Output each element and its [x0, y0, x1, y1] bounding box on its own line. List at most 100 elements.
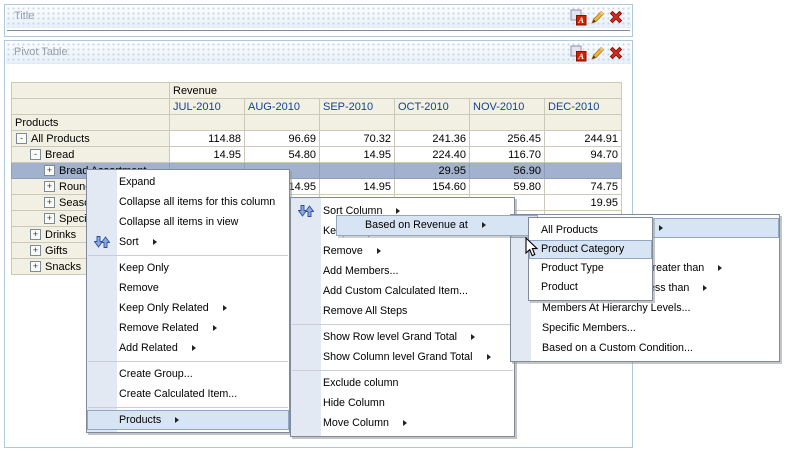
title-panel-separator	[7, 30, 630, 31]
menu-item-show-row-level-grand-total[interactable]: Show Row level Grand Total	[291, 327, 514, 347]
column-context-menu: Sort ColumnKeep OnlyRemoveAdd Members...…	[290, 197, 515, 437]
menu-item-add-related[interactable]: Add Related	[87, 338, 289, 358]
data-cell[interactable]: 29.95	[394, 162, 470, 179]
data-cell[interactable]: 116.70	[469, 146, 545, 163]
menu-item-create-group[interactable]: Create Group...	[119, 368, 193, 381]
menu-item-sort-column[interactable]: Sort Column	[291, 201, 514, 221]
submenu-arrow-icon	[376, 248, 381, 254]
row-label: Snacks	[45, 260, 82, 273]
data-cell[interactable]: 114.88	[169, 130, 245, 147]
expand-box-icon[interactable]: +	[44, 165, 55, 177]
menu-item-add-members[interactable]: Add Members...	[323, 265, 399, 278]
data-cell[interactable]: 224.40	[394, 146, 470, 163]
data-cell[interactable]: 256.45	[469, 130, 545, 147]
delete-x-icon[interactable]	[608, 9, 625, 26]
expand-box-icon[interactable]: +	[30, 245, 41, 257]
submenu-arrow-icon	[658, 225, 663, 231]
collapse-box-icon[interactable]: -	[30, 149, 41, 161]
data-cell[interactable]: 74.75	[543, 178, 623, 195]
svg-text:A: A	[577, 51, 584, 61]
row-dimension-header: Products	[11, 114, 170, 131]
svg-text:A: A	[577, 15, 584, 25]
data-cell[interactable]: 56.90	[469, 162, 545, 179]
data-cell[interactable]: 241.36	[394, 130, 470, 147]
edit-pencil-icon[interactable]	[589, 9, 606, 26]
menu-separator	[87, 252, 289, 258]
data-cell[interactable]: 14.95	[319, 146, 395, 163]
data-cell[interactable]: 244.91	[543, 130, 623, 147]
column-header-dec-2010[interactable]: DEC-2010	[543, 98, 623, 115]
menu-item-remove-related[interactable]: Remove Related	[87, 318, 289, 338]
submenu-arrow-icon	[481, 222, 486, 228]
data-cell[interactable]: 59.80	[469, 178, 545, 195]
data-cell[interactable]: 154.60	[394, 178, 470, 195]
data-cell[interactable]: 14.95	[169, 146, 245, 163]
menu-item-collapse-all-items-in-view[interactable]: Collapse all items in view	[119, 216, 239, 229]
menu-item-product-type[interactable]: Product Type	[541, 262, 604, 274]
menu-item-based-on-revenue-at[interactable]: Based on Revenue at	[336, 215, 538, 236]
sort-icon	[94, 236, 110, 248]
expand-box-icon[interactable]: +	[44, 181, 55, 193]
data-cell[interactable]	[543, 162, 623, 179]
menu-item-move-column[interactable]: Move Column	[291, 413, 514, 433]
menu-item-expand[interactable]: Expand	[119, 176, 156, 189]
row-context-menu: Expand Collapse all items for this column…	[86, 169, 290, 433]
menu-item-members-at-hierarchy-levels[interactable]: Members At Hierarchy Levels...	[542, 302, 691, 315]
row-label: All Products	[31, 132, 90, 145]
pivot-panel-toolbar: A	[570, 45, 625, 62]
menu-item-create-calculated-item[interactable]: Create Calculated Item...	[119, 388, 238, 401]
data-cell[interactable]: 54.80	[244, 146, 320, 163]
expand-box-icon[interactable]: +	[44, 197, 55, 209]
menu-item-collapse-all-items-for-this-column[interactable]: Collapse all items for this column	[119, 196, 276, 209]
collapse-box-icon[interactable]: -	[16, 133, 27, 145]
menu-item-show-column-level-grand-total[interactable]: Show Column level Grand Total	[291, 347, 514, 367]
menu-item-product-category[interactable]: Product Category	[529, 240, 652, 259]
menu-item-product[interactable]: Product	[541, 281, 578, 293]
data-cell[interactable]: 94.70	[543, 146, 623, 163]
title-panel-toolbar: A	[570, 9, 625, 26]
edit-pencil-icon[interactable]	[589, 45, 606, 62]
column-header-sep-2010[interactable]: SEP-2010	[319, 98, 395, 115]
column-header-jul-2010[interactable]: JUL-2010	[169, 98, 245, 115]
menu-item-remove[interactable]: Remove	[291, 241, 514, 261]
menu-item-sort[interactable]: Sort	[87, 232, 289, 252]
data-cell[interactable]: 96.69	[244, 130, 320, 147]
menu-item-exclude-column[interactable]: Exclude column	[323, 377, 399, 390]
data-cell[interactable]	[319, 162, 395, 179]
data-cell[interactable]: 14.95	[319, 178, 395, 195]
column-header-nov-2010[interactable]: NOV-2010	[469, 98, 545, 115]
header-filler-cell	[319, 114, 395, 131]
submenu-arrow-icon	[703, 285, 708, 291]
header-filler-cell	[469, 114, 545, 131]
menu-item-all-products[interactable]: All Products	[541, 224, 599, 236]
expand-box-icon[interactable]: +	[44, 213, 55, 225]
expand-box-icon[interactable]: +	[30, 229, 41, 241]
menu-item-remove-all-steps[interactable]: Remove All Steps	[323, 305, 408, 318]
submenu-arrow-icon	[212, 325, 217, 331]
hierarchy-level-submenu: All Products Product Category Product Type…	[528, 217, 653, 301]
format-icon[interactable]: A	[570, 9, 587, 26]
delete-x-icon[interactable]	[608, 45, 625, 62]
expand-box-icon[interactable]: +	[30, 261, 41, 273]
menu-item-hide-column[interactable]: Hide Column	[323, 397, 385, 410]
data-cell[interactable]: 70.32	[319, 130, 395, 147]
row-header-bread[interactable]: - Bread	[11, 146, 170, 163]
menu-item-based-on-a-custom-condition[interactable]: Based on a Custom Condition...	[542, 342, 693, 355]
corner-cell	[11, 82, 170, 99]
menu-item-products[interactable]: Products	[87, 410, 289, 430]
menu-item-keep-only[interactable]: Keep Only	[119, 262, 169, 275]
menu-item-specific-members[interactable]: Specific Members...	[542, 322, 636, 335]
data-cell[interactable]: 19.95	[543, 194, 623, 211]
measure-header-revenue: Revenue	[168, 82, 623, 99]
menu-separator	[87, 358, 289, 364]
column-header-aug-2010[interactable]: AUG-2010	[244, 98, 320, 115]
column-header-oct-2010[interactable]: OCT-2010	[394, 98, 470, 115]
menu-separator	[87, 404, 289, 410]
row-header-all-products[interactable]: - All Products	[11, 130, 170, 147]
format-icon[interactable]: A	[570, 45, 587, 62]
menu-item-keep-only-related[interactable]: Keep Only Related	[87, 298, 289, 318]
menu-item-add-custom-calculated-item[interactable]: Add Custom Calculated Item...	[323, 285, 468, 298]
pivot-panel-header: Pivot Table A	[6, 42, 631, 64]
menu-item-remove[interactable]: Remove	[119, 282, 159, 295]
